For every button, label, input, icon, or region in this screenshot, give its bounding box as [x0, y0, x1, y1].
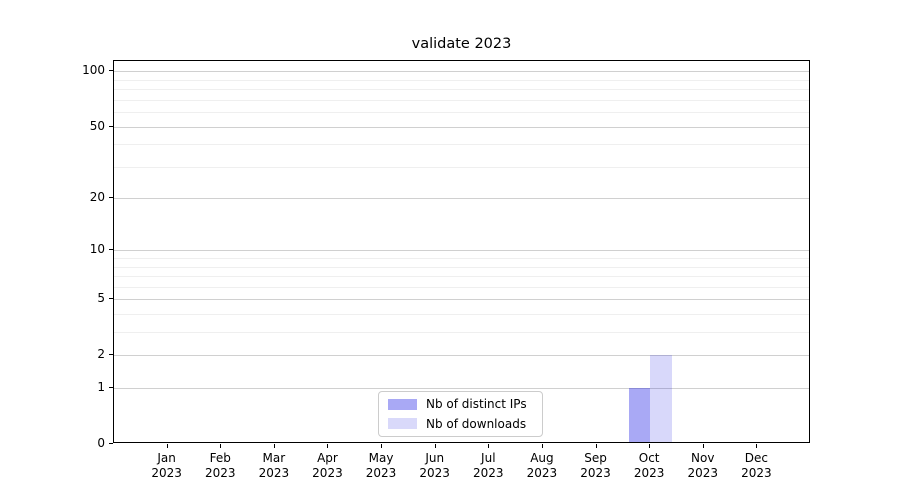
- x-tick-label: May 2023: [349, 451, 413, 481]
- y-tick-label: 0: [97, 436, 105, 450]
- x-tick-label: Oct 2023: [617, 451, 681, 481]
- x-tick-month: Sep: [584, 451, 607, 465]
- gridline-major: [114, 388, 809, 390]
- x-tick-month: Mar: [262, 451, 286, 465]
- x-tick-year: 2023: [419, 466, 450, 480]
- legend-item-downloads: Nb of downloads: [388, 417, 542, 431]
- x-tick-month: Nov: [691, 451, 715, 465]
- x-tick-mark: [381, 444, 383, 448]
- x-tick-mark: [488, 444, 490, 448]
- x-tick-mark: [434, 444, 436, 448]
- x-tick-year: 2023: [633, 466, 665, 480]
- x-tick-year: 2023: [473, 466, 504, 480]
- x-tick-mark: [702, 444, 704, 448]
- gridline-major: [114, 299, 809, 301]
- plot-area: [113, 60, 810, 443]
- gridline-minor: [114, 314, 809, 316]
- x-tick-year: 2023: [365, 466, 397, 480]
- x-tick-label: Dec 2023: [724, 451, 788, 481]
- y-tick-label: 2: [97, 347, 105, 362]
- y-tick-mark: [109, 443, 113, 444]
- y-tick-mark: [109, 197, 113, 199]
- x-tick-year: 2023: [258, 466, 290, 480]
- x-tick-label: Aug 2023: [510, 451, 574, 481]
- gridline-major: [114, 71, 809, 73]
- y-tick-mark: [109, 249, 113, 251]
- gridline-minor: [114, 79, 809, 81]
- gridline-minor: [114, 286, 809, 288]
- x-tick-label: Jul 2023: [456, 451, 520, 481]
- x-tick-month: Dec: [744, 451, 768, 465]
- gridline-minor: [114, 258, 809, 260]
- legend-swatch-distinct-ips: [388, 398, 417, 410]
- x-tick-label: Sep 2023: [564, 451, 628, 481]
- gridline-minor: [114, 332, 809, 334]
- bar-downloads: [650, 355, 672, 442]
- x-tick-mark: [756, 444, 758, 448]
- x-tick-year: 2023: [687, 466, 719, 480]
- y-tick-label: 50: [89, 118, 105, 133]
- x-tick-month: Aug: [530, 451, 554, 465]
- x-tick-mark: [166, 444, 168, 448]
- y-tick-mark: [109, 125, 113, 127]
- gridline-major: [114, 198, 809, 200]
- y-tick-mark: [109, 387, 113, 389]
- gridline-major: [114, 126, 809, 128]
- x-tick-year: 2023: [312, 466, 343, 480]
- x-tick-month: May: [368, 451, 394, 465]
- x-tick-mark: [649, 444, 651, 448]
- y-tick-mark: [109, 298, 113, 300]
- y-tick-mark: [109, 354, 113, 356]
- x-tick-label: Feb 2023: [188, 451, 252, 481]
- x-tick-month: Jul: [481, 451, 496, 465]
- x-tick-month: Feb: [209, 451, 231, 465]
- x-tick-mark: [327, 444, 329, 448]
- x-tick-label: Jun 2023: [403, 451, 467, 481]
- x-tick-year: 2023: [151, 466, 182, 480]
- y-tick-label: 10: [89, 242, 105, 257]
- legend-label-downloads: Nb of downloads: [426, 416, 527, 431]
- gridline-major: [114, 250, 809, 252]
- x-tick-month: Apr: [317, 451, 338, 465]
- x-tick-label: Nov 2023: [671, 451, 735, 481]
- gridline-minor: [114, 266, 809, 268]
- gridline-minor: [114, 276, 809, 278]
- x-tick-mark: [273, 444, 275, 448]
- y-tick-label: 1: [97, 380, 105, 395]
- bar-distinct-ips: [628, 388, 651, 442]
- legend-label-distinct-ips: Nb of distinct IPs: [426, 397, 527, 412]
- legend-swatch-downloads: [388, 418, 417, 430]
- gridline-major: [114, 355, 809, 357]
- x-tick-year: 2023: [580, 466, 611, 480]
- x-tick-mark: [220, 444, 222, 448]
- gridline-minor: [114, 99, 809, 101]
- gridline-minor: [114, 144, 809, 146]
- x-tick-label: Jan 2023: [135, 451, 199, 481]
- x-tick-month: Jan: [157, 451, 176, 465]
- x-tick-year: 2023: [204, 466, 236, 480]
- gridline-minor: [114, 112, 809, 114]
- x-tick-month: Oct: [638, 451, 660, 465]
- x-tick-label: Mar 2023: [242, 451, 306, 481]
- x-tick-month: Jun: [425, 451, 445, 465]
- x-tick-year: 2023: [526, 466, 558, 480]
- y-tick-label: 100: [82, 63, 105, 78]
- y-tick-label: 5: [97, 291, 105, 306]
- y-tick-label: 20: [89, 190, 105, 205]
- legend-item-distinct-ips: Nb of distinct IPs: [388, 397, 542, 411]
- gridline-minor: [114, 89, 809, 91]
- y-tick-mark: [109, 70, 113, 72]
- chart-title: validate 2023: [411, 36, 512, 52]
- x-tick-label: Apr 2023: [295, 451, 359, 481]
- legend: Nb of distinct IPs Nb of downloads: [378, 391, 543, 437]
- x-tick-mark: [595, 444, 597, 448]
- x-tick-mark: [541, 444, 543, 448]
- x-tick-year: 2023: [741, 466, 772, 480]
- gridline-minor: [114, 166, 809, 168]
